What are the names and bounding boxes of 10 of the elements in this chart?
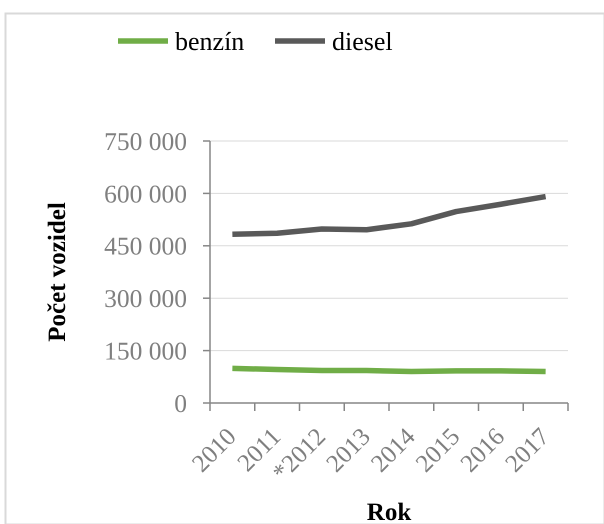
y-tick-label: 0: [174, 388, 187, 418]
y-tick-label: 300 000: [104, 284, 187, 314]
y-tick-label: 750 000: [104, 126, 187, 156]
y-tick-label: 450 000: [104, 232, 187, 261]
x-axis-title: Rok: [366, 499, 412, 524]
y-tick-label: 600 000: [104, 179, 187, 208]
legend-label: diesel: [332, 27, 393, 56]
legend-label: benzín: [175, 27, 244, 56]
y-tick-label: 150 000: [104, 336, 187, 366]
y-axis-title: Počet vozidel: [44, 202, 71, 342]
